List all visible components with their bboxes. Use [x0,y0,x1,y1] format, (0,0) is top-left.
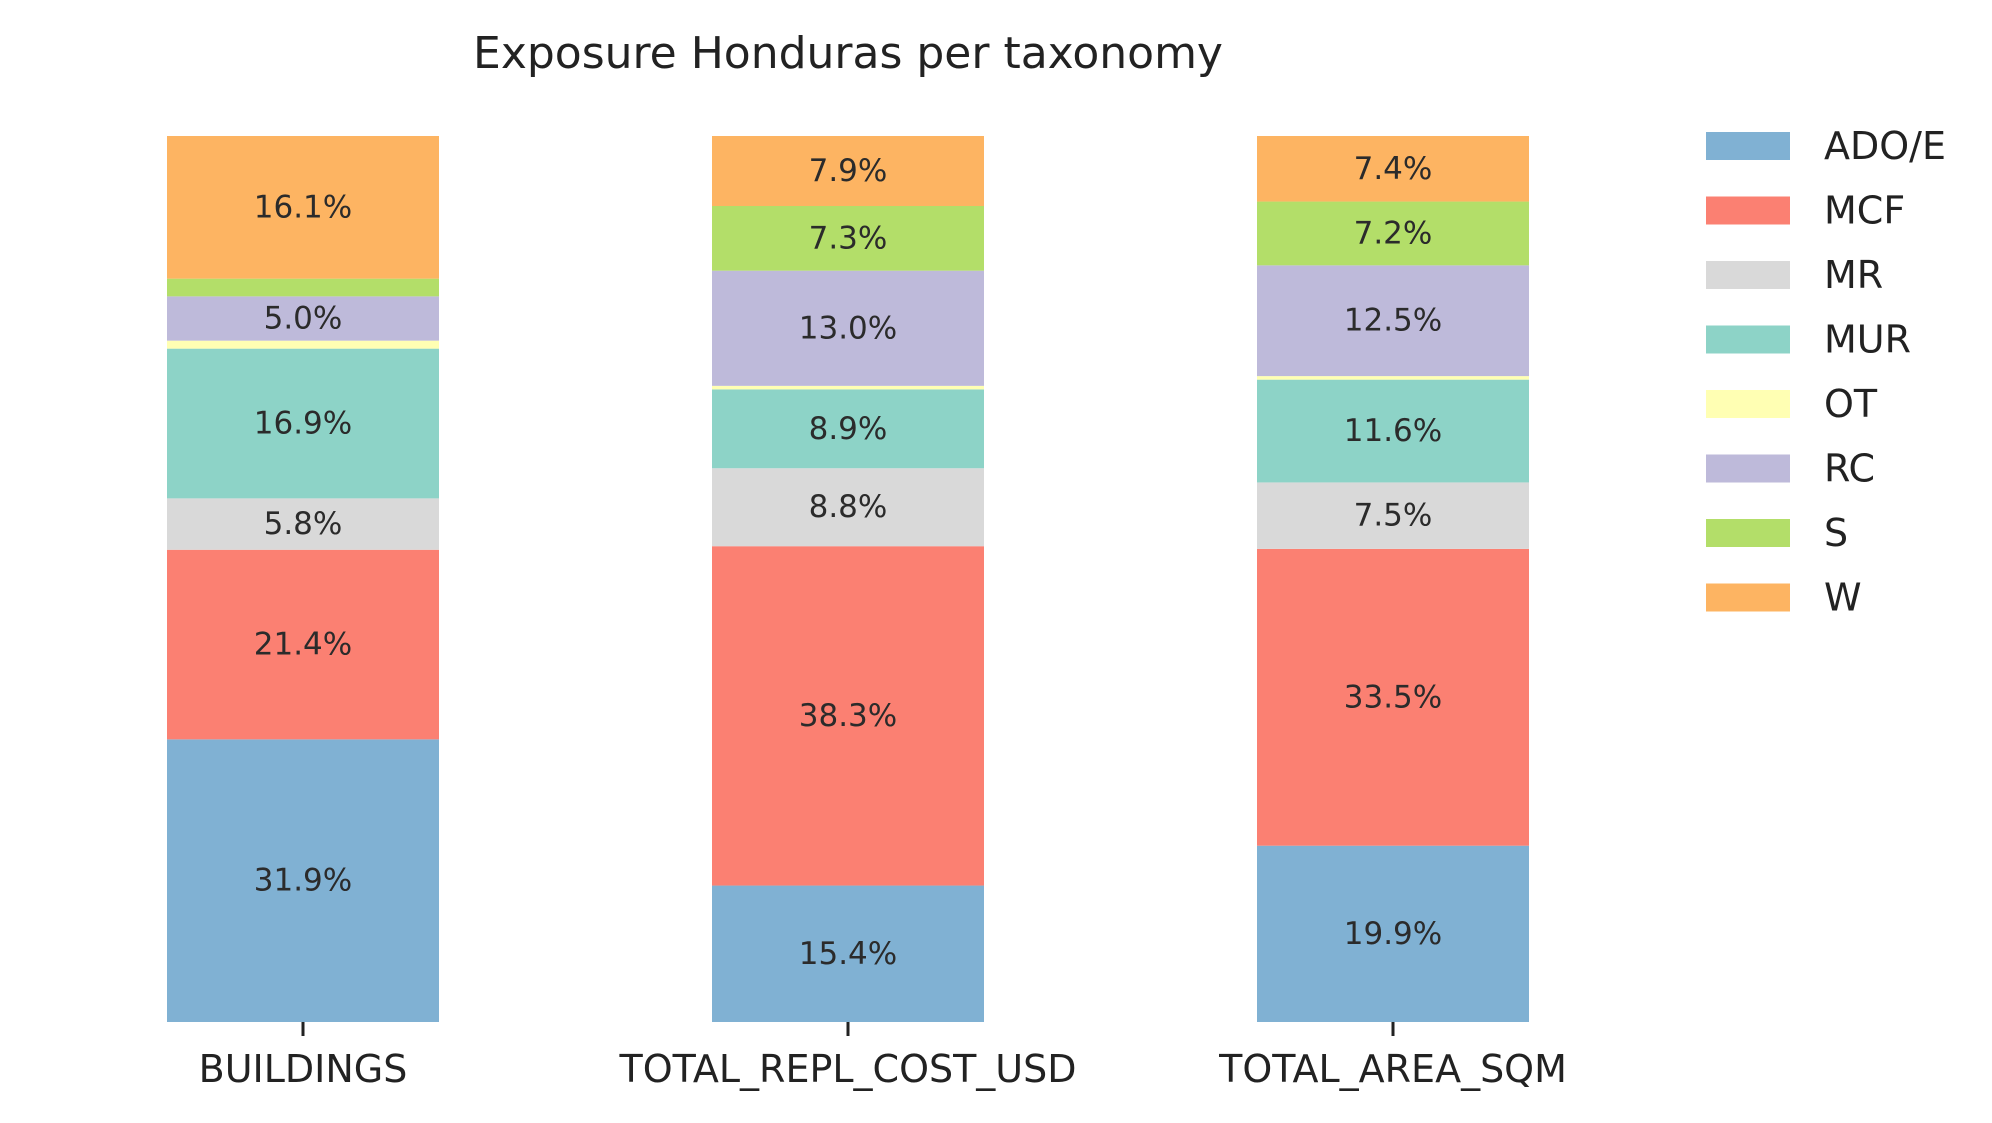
data-label-total-repl-cost-usd-w: 7.9% [809,153,888,189]
legend-label-ot: OT [1824,382,1878,426]
data-label-buildings-mr: 5.8% [264,506,343,542]
bar-segment-total-repl-cost-usd-mr [712,468,984,547]
bar-segment-total-area-sqm-mr [1257,482,1529,549]
bar-segment-total-repl-cost-usd-rc [712,270,984,386]
data-label-total-repl-cost-usd-mr: 8.8% [809,489,888,525]
data-label-total-repl-cost-usd-mur: 8.9% [809,411,888,447]
data-label-total-area-sqm-mr: 7.5% [1354,498,1433,534]
chart-title: Exposure Honduras per taxonomy [473,28,1223,79]
legend-swatch-mcf [1706,196,1790,225]
bar-segment-buildings-ot [167,340,439,349]
legend-label-w: W [1824,576,1862,620]
data-label-buildings-ado-e: 31.9% [254,863,352,899]
x-tick-label-total-area-sqm: TOTAL_AREA_SQM [1218,1047,1567,1091]
data-label-total-repl-cost-usd-mcf: 38.3% [799,698,897,734]
data-label-total-area-sqm-mcf: 33.5% [1344,679,1442,715]
bars-layer [167,136,1529,1022]
legend-swatch-ado-e [1706,132,1790,160]
bar-segment-total-area-sqm-ado-e [1257,845,1529,1022]
bar-segment-total-repl-cost-usd-ado-e [712,885,984,1022]
data-label-total-repl-cost-usd-ado-e: 15.4% [799,936,897,972]
data-label-total-repl-cost-usd-rc: 13.0% [799,310,897,346]
bar-segment-buildings-mr [167,498,439,550]
legend-label-mr: MR [1824,253,1883,297]
bar-segment-buildings-rc [167,296,439,341]
data-label-total-area-sqm-ado-e: 19.9% [1344,916,1442,952]
bar-segment-total-repl-cost-usd-mur [712,389,984,469]
bar-segment-total-area-sqm-w [1257,136,1529,202]
legend-swatch-rc [1706,454,1790,483]
data-label-total-area-sqm-w: 7.4% [1354,151,1433,187]
legend-label-mur: MUR [1824,318,1911,362]
bar-segment-buildings-mur [167,348,439,499]
legend-swatch-s [1706,519,1790,547]
data-label-buildings-mur: 16.9% [254,406,352,442]
legend: ADO/E MCF MR MUR OT RC SW [1706,124,1946,620]
bar-segment-buildings-ado-e [167,739,439,1022]
legend-label-mcf: MCF [1824,189,1905,233]
x-axis: BUILDINGS TOTAL_REPL_COST_USD TOTAL_AREA_S… [199,1022,1567,1091]
data-label-total-area-sqm-s: 7.2% [1354,215,1433,251]
bar-segment-total-repl-cost-usd-s [712,205,984,271]
bar-segment-total-area-sqm-mur [1257,379,1529,483]
legend-swatch-mur [1706,325,1790,354]
bar-segment-total-area-sqm-ot [1257,376,1529,380]
data-label-total-area-sqm-rc: 12.5% [1344,303,1442,339]
bar-segment-buildings-mcf [167,549,439,740]
data-label-total-repl-cost-usd-s: 7.3% [809,220,888,256]
data-label-buildings-rc: 5.0% [264,301,343,337]
bar-segment-total-area-sqm-rc [1257,265,1529,377]
data-label-buildings-w: 16.1% [254,189,352,225]
bar-segment-total-repl-cost-usd-ot [712,385,984,390]
bar-segment-total-area-sqm-s [1257,201,1529,266]
legend-swatch-mr [1706,261,1790,289]
bar-segment-buildings-w [167,136,439,279]
x-tick-label-total-repl-cost-usd: TOTAL_REPL_COST_USD [618,1047,1076,1091]
legend-label-s: S [1824,511,1848,555]
legend-swatch-ot [1706,390,1790,418]
legend-label-rc: RC [1824,447,1875,491]
data-label-total-area-sqm-mur: 11.6% [1344,413,1442,449]
data-labels-layer: 31.9% 21.4% 5.8% 16.9% 5.0% 16.1% 15.4% 38.3% 8.… [254,151,1442,972]
x-tick-label-buildings: BUILDINGS [199,1047,408,1091]
data-label-buildings-mcf: 21.4% [254,627,352,663]
bar-segment-total-repl-cost-usd-mcf [712,546,984,886]
bar-segment-buildings-s [167,278,439,297]
bar-segment-total-area-sqm-mcf [1257,548,1529,846]
legend-label-ado-e: ADO/E [1824,124,1946,168]
legend-swatch-w [1706,583,1790,612]
bar-segment-total-repl-cost-usd-w [712,136,984,206]
